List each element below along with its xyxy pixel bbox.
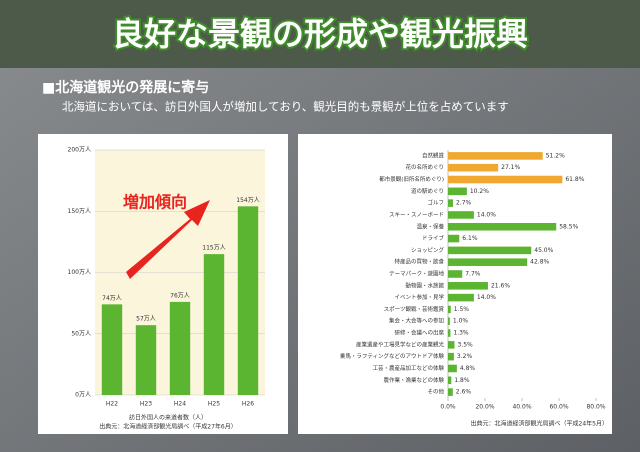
y-tick-label: その他	[427, 388, 444, 396]
bar	[448, 376, 452, 385]
value-label: 4.8%	[460, 365, 476, 372]
source: 出典元：北海道経済部観光局調べ（平成27年6月）	[99, 423, 236, 431]
bar	[448, 258, 528, 266]
y-tick-label: 温泉・保養	[416, 222, 444, 230]
x-tick-label: H22	[106, 401, 118, 408]
value-label: 1.3%	[453, 330, 469, 337]
bar	[237, 206, 259, 395]
y-tick-label: 集会・大会等への参加	[389, 317, 444, 325]
value-label: 76万人	[170, 292, 190, 299]
bar	[448, 199, 453, 207]
x-tick-label: 60.0%	[549, 404, 568, 411]
value-label: 14.0%	[477, 294, 496, 301]
y-tick-label: 農作業・漁業などの体験	[383, 376, 444, 384]
x-tick-label: H24	[174, 401, 186, 408]
heading: ■北海道観光の発展に寄与	[42, 79, 209, 96]
bar	[448, 352, 454, 361]
y-tick-label: ゴルフ	[427, 199, 444, 207]
bar	[448, 341, 455, 349]
bar	[448, 152, 543, 160]
title-band	[0, 0, 640, 68]
y-tick-label: 都市景観(旧所名所めぐり)	[379, 175, 444, 183]
bar	[448, 388, 453, 396]
x-tick-label: H26	[242, 401, 254, 408]
value-label: 2.6%	[456, 389, 472, 396]
slide-title: 良好な景観の形成や観光振興	[112, 15, 528, 53]
bar	[448, 282, 488, 290]
bar	[448, 163, 499, 172]
bar	[101, 304, 123, 395]
body-text: 北海道においては、訪日外国人が増加しており、観光目的も景観が上位を占めています	[62, 100, 509, 114]
x-tick-label: 0.0%	[440, 404, 456, 411]
value-label: 3.5%	[457, 341, 473, 348]
bar	[448, 329, 451, 337]
value-label: 57万人	[136, 316, 156, 323]
x-tick-label: 40.0%	[512, 404, 531, 411]
value-label: 27.1%	[501, 164, 520, 171]
y-tick-label: 100万人	[68, 269, 91, 276]
value-label: 58.5%	[559, 223, 578, 230]
value-label: 14.0%	[477, 211, 496, 218]
y-tick-label: 産業遺産や工場見学などの産業観光	[356, 340, 445, 348]
x-tick-label: 80.0%	[586, 404, 605, 411]
bar	[448, 270, 463, 278]
value-label: 3.2%	[457, 353, 473, 360]
value-label: 10.2%	[470, 188, 489, 195]
value-label: 61.8%	[565, 176, 584, 183]
value-label: 42.8%	[530, 259, 549, 266]
value-label: 115万人	[202, 245, 225, 252]
bar	[169, 301, 191, 395]
y-tick-label: 150万人	[68, 208, 91, 215]
y-tick-label: 研修・会議への出席	[394, 329, 444, 337]
y-tick-label: 特産品の買物・飲食	[394, 258, 444, 266]
y-tick-label: 動物園・水族館	[405, 281, 444, 289]
bar	[448, 305, 451, 314]
bar	[448, 234, 460, 243]
value-label: 154万人	[236, 197, 259, 204]
y-tick-label: 200万人	[68, 147, 91, 154]
bar	[448, 246, 532, 255]
y-tick-label: 乗馬・ラフティングなどのアウトドア体験	[340, 352, 445, 360]
bar	[448, 187, 467, 196]
bar	[448, 211, 474, 219]
bar	[203, 254, 225, 395]
bar	[448, 364, 457, 373]
y-tick-label: 花の名所めぐり	[405, 163, 444, 171]
value-label: 51.2%	[546, 152, 565, 159]
value-label: 6.1%	[462, 235, 478, 242]
bar	[448, 222, 557, 231]
bar	[448, 317, 450, 326]
bar	[448, 175, 563, 184]
y-tick-label: 自然観賞	[422, 151, 445, 159]
x-tick-label: H23	[140, 401, 152, 408]
bar	[135, 325, 157, 395]
y-tick-label: 0万人	[75, 392, 91, 399]
y-tick-label: ショッピング	[411, 246, 445, 254]
y-tick-label: 道の駅めぐり	[411, 187, 444, 195]
y-tick-label: 工芸・農産品加工などの体験	[372, 364, 444, 372]
value-label: 1.0%	[453, 318, 469, 325]
value-label: 1.8%	[454, 377, 470, 384]
value-label: 1.5%	[454, 306, 470, 313]
annotation: 増加傾向	[123, 193, 187, 212]
y-tick-label: 50万人	[71, 330, 91, 337]
value-label: 7.7%	[465, 271, 481, 278]
y-tick-label: イベント参加・見学	[394, 293, 444, 301]
value-label: 2.7%	[456, 200, 472, 207]
y-tick-label: スキー・スノーボード	[389, 210, 444, 218]
trend-arrow	[126, 200, 210, 279]
x-tick-label: H25	[208, 401, 220, 408]
y-tick-label: テーマパーク・遊園地	[389, 270, 444, 278]
value-label: 45.0%	[534, 247, 553, 254]
value-label: 74万人	[102, 295, 122, 302]
source: 出典元：北海道経済部観光局調べ（平成24年5月）	[471, 420, 608, 428]
value-label: 21.6%	[491, 282, 510, 289]
y-tick-label: スポーツ観戦・芸術鑑賞	[384, 305, 445, 313]
bar	[448, 293, 474, 302]
caption: 訪日外国人の来道者数（人）	[129, 414, 207, 422]
x-tick-label: 20.0%	[475, 404, 494, 411]
y-tick-label: ドライブ	[422, 234, 445, 242]
